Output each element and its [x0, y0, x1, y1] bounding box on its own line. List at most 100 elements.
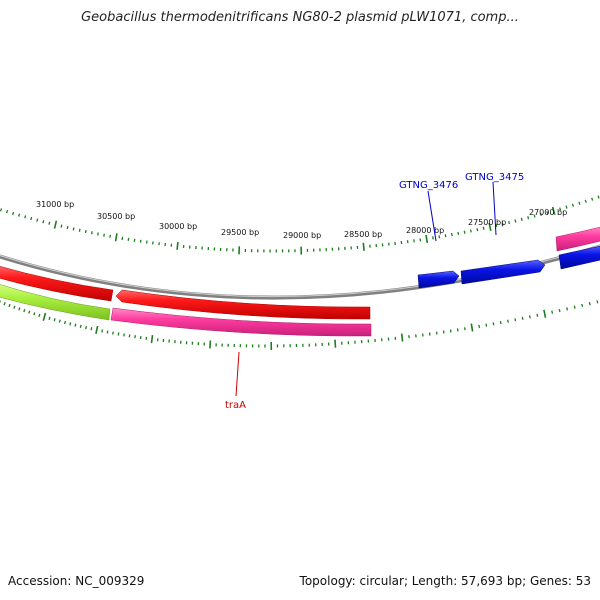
upper-ruler-minor-tick: [565, 205, 568, 209]
red-forward-gene-main[interactable]: [115, 289, 371, 320]
upper-ruler-minor-tick: [438, 235, 441, 239]
lower-ruler-ticks: [0, 300, 599, 351]
red-forward-gene-left[interactable]: [0, 265, 114, 302]
ruler-label-31000: 31000 bp: [36, 200, 74, 209]
lower-ruler-minor-tick: [79, 324, 82, 328]
upper-ruler-minor-tick: [578, 201, 581, 205]
gene-label-gtng-3475[interactable]: GTNG_3475: [465, 172, 524, 183]
upper-ruler-minor-tick: [84, 229, 87, 234]
lower-ruler-minor-tick: [3, 302, 6, 306]
blue-gene-a[interactable]: [417, 270, 460, 289]
lower-ruler-major-tick: [209, 340, 212, 349]
lower-ruler-minor-tick: [551, 310, 554, 314]
upper-ruler-minor-tick: [546, 211, 549, 215]
lower-ruler-minor-tick: [23, 308, 26, 313]
upper-ruler-minor-tick: [514, 219, 517, 223]
lower-ruler-minor-tick: [28, 310, 31, 314]
upper-ruler-minor-tick: [90, 231, 93, 235]
map-title: Geobacillus thermodenitrificans NG80-2 p…: [81, 10, 519, 25]
lower-ruler-minor-tick: [18, 307, 21, 311]
lower-ruler-minor-tick: [456, 328, 459, 332]
pink-gene-right[interactable]: [555, 226, 600, 252]
ruler-label-29000: 29000 bp: [283, 231, 321, 240]
lower-ruler-minor-tick: [588, 302, 591, 306]
lower-ruler-minor-tick: [128, 334, 131, 338]
lower-ruler-major-tick: [150, 335, 154, 344]
upper-ruler-minor-tick: [591, 197, 594, 201]
upper-ruler-minor-tick: [78, 228, 81, 232]
upper-ruler-major-tick: [53, 220, 58, 229]
upper-ruler-minor-tick: [533, 214, 536, 218]
upper-ruler-minor-tick: [476, 228, 479, 232]
lower-ruler-minor-tick: [101, 329, 104, 333]
upper-ruler-major-tick: [551, 206, 556, 215]
upper-ruler-minor-tick: [97, 232, 99, 236]
lower-ruler-minor-tick: [112, 331, 114, 335]
lower-ruler-minor-tick: [478, 324, 481, 329]
upper-ruler-minor-tick: [103, 233, 105, 237]
accession-text: Accession: NC_009329: [8, 574, 145, 588]
upper-ruler-major-tick: [425, 234, 429, 244]
upper-ruler-minor-tick: [0, 208, 3, 212]
lower-ruler-minor-tick: [63, 320, 67, 325]
upper-ruler-minor-tick: [501, 222, 504, 226]
upper-ruler-minor-tick: [72, 227, 75, 231]
upper-ruler-major-tick: [176, 241, 179, 250]
lower-ruler-minor-tick: [485, 323, 488, 327]
upper-ruler-minor-tick: [527, 216, 530, 220]
lower-ruler-minor-tick: [581, 303, 584, 308]
lower-ruler-major-tick: [95, 325, 99, 334]
lower-ruler-major-tick: [543, 309, 547, 318]
pink-gene-main[interactable]: [110, 307, 372, 337]
upper-ruler-minor-tick: [36, 218, 39, 222]
upper-ruler-minor-tick: [5, 210, 9, 214]
lower-ruler-minor-tick: [117, 332, 120, 336]
lower-ruler-minor-tick: [106, 330, 109, 334]
upper-ruler-minor-tick: [42, 220, 45, 224]
blue-gene-b[interactable]: [460, 259, 546, 285]
lower-ruler-minor-tick: [38, 313, 41, 317]
upper-ruler-major-tick: [362, 242, 365, 251]
lower-ruler-major-tick: [470, 323, 474, 332]
lower-ruler-minor-tick: [499, 320, 502, 325]
upper-ruler-major-tick: [488, 222, 492, 231]
upper-ruler-minor-tick: [127, 237, 130, 242]
leader-line-gtng-3475: [492, 181, 497, 236]
gene-label-traa[interactable]: traA: [225, 400, 246, 411]
ruler-label-27000: 27000 bp: [529, 208, 567, 217]
upper-ruler-minor-tick: [60, 224, 63, 228]
upper-ruler-minor-tick: [109, 234, 112, 238]
upper-ruler-minor-tick: [597, 195, 600, 199]
lower-ruler-minor-tick: [573, 305, 576, 309]
ruler-label-28500: 28500 bp: [344, 230, 382, 239]
upper-ruler-ticks: [0, 195, 600, 255]
lower-ruler-minor-tick: [566, 307, 569, 311]
lower-ruler-major-tick: [42, 312, 47, 321]
leader-line-traa: [235, 351, 240, 397]
lower-ruler-minor-tick: [536, 313, 539, 317]
lime-gene[interactable]: [0, 283, 111, 321]
ruler-label-28000: 28000 bp: [406, 226, 444, 235]
lower-ruler-minor-tick: [48, 316, 51, 320]
upper-ruler-minor-tick: [457, 231, 460, 236]
lower-ruler-minor-tick: [123, 333, 125, 337]
topology-stats-text: Topology: circular; Length: 57,693 bp; G…: [299, 574, 591, 588]
upper-ruler-minor-tick: [12, 211, 15, 216]
lower-ruler-minor-tick: [558, 308, 561, 313]
blue-gene-c[interactable]: [558, 245, 600, 270]
lower-ruler-minor-tick: [74, 323, 77, 327]
upper-ruler-minor-tick: [571, 203, 574, 207]
lower-ruler-minor-tick: [528, 315, 531, 319]
ruler-label-29500: 29500 bp: [221, 228, 259, 237]
lower-ruler-minor-tick: [507, 319, 509, 323]
gene-label-gtng-3476[interactable]: GTNG_3476: [399, 180, 458, 191]
upper-ruler-minor-tick: [482, 226, 485, 230]
upper-ruler-minor-tick: [450, 232, 453, 237]
upper-ruler-minor-tick: [18, 213, 21, 217]
upper-ruler-minor-tick: [30, 216, 33, 221]
lower-ruler-major-tick: [334, 339, 337, 348]
upper-ruler-minor-tick: [66, 225, 69, 230]
lower-ruler-minor-tick: [13, 305, 16, 309]
upper-ruler-major-tick: [114, 233, 118, 242]
